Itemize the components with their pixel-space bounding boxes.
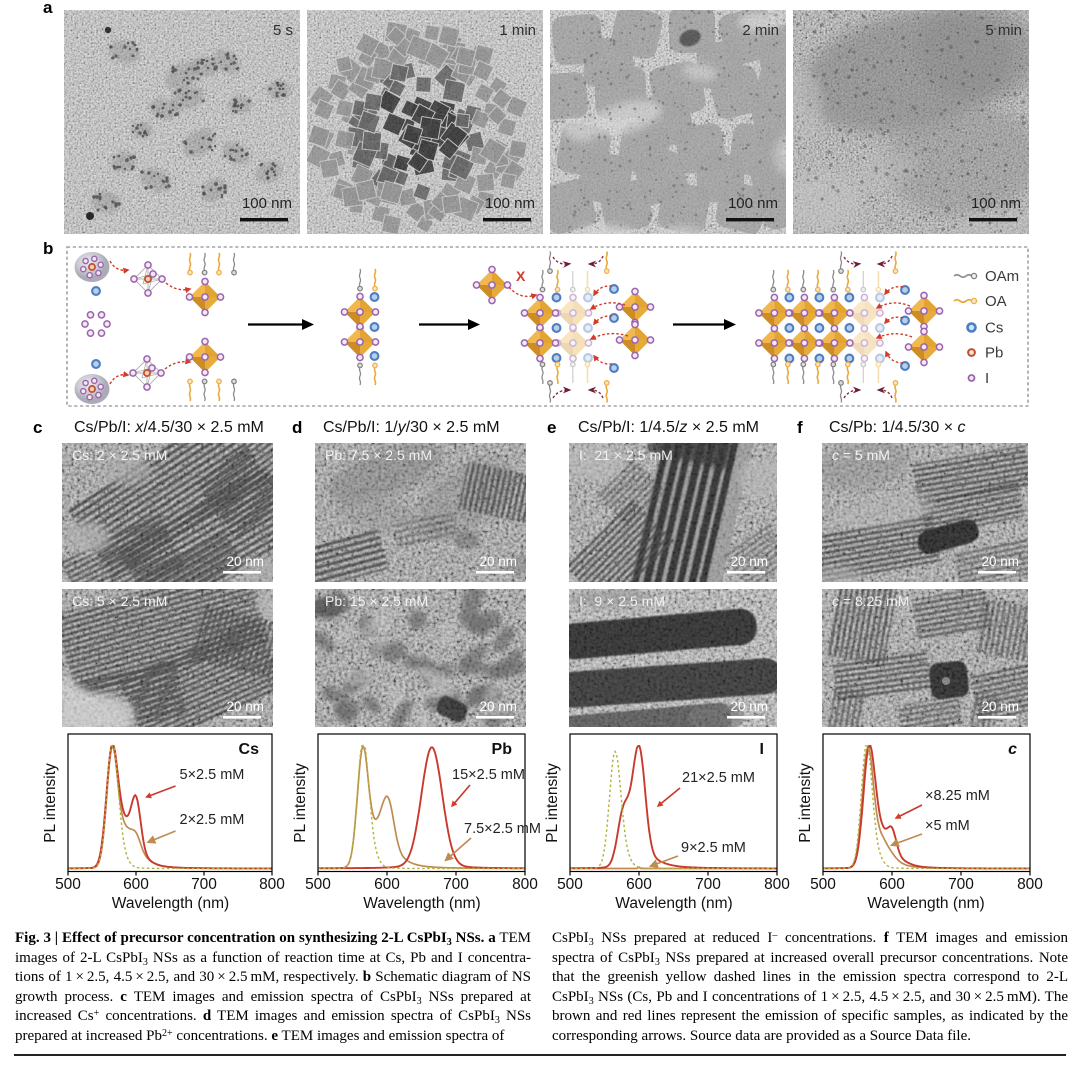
svg-text:5 s: 5 s <box>273 22 293 39</box>
svg-text:c: c <box>1008 741 1017 758</box>
svg-text:500: 500 <box>55 876 81 893</box>
svg-text:×5 mM: ×5 mM <box>925 818 970 834</box>
svg-text:Wavelength (nm): Wavelength (nm) <box>867 895 984 912</box>
svg-text:20 nm: 20 nm <box>981 699 1019 714</box>
svg-text:c = 5 mM: c = 5 mM <box>832 447 890 463</box>
svg-text:20 nm: 20 nm <box>730 699 768 714</box>
svg-text:600: 600 <box>879 876 905 893</box>
svg-text:I: 21 × 2.5 mM: I: 21 × 2.5 mM <box>579 447 673 463</box>
svg-text:PL intensity: PL intensity <box>292 763 309 843</box>
svg-text:×8.25 mM: ×8.25 mM <box>925 788 990 804</box>
svg-text:Wavelength (nm): Wavelength (nm) <box>111 895 228 912</box>
svg-text:500: 500 <box>810 876 836 893</box>
svg-text:100 nm: 100 nm <box>728 195 778 212</box>
svg-text:600: 600 <box>626 876 652 893</box>
svg-text:700: 700 <box>191 876 217 893</box>
svg-text:Cs: 5 × 2.5 mM: Cs: 5 × 2.5 mM <box>72 593 167 609</box>
svg-text:800: 800 <box>764 876 790 893</box>
svg-text:100 nm: 100 nm <box>971 195 1021 212</box>
svg-text:PL intensity: PL intensity <box>42 763 59 843</box>
svg-text:7.5×2.5 mM: 7.5×2.5 mM <box>464 821 541 837</box>
svg-text:PL intensity: PL intensity <box>797 763 814 843</box>
svg-text:100 nm: 100 nm <box>485 195 535 212</box>
svg-text:15×2.5 mM: 15×2.5 mM <box>452 767 525 783</box>
svg-text:1 min: 1 min <box>499 22 536 39</box>
svg-text:I: 9 × 2.5 mM: I: 9 × 2.5 mM <box>579 593 665 609</box>
svg-text:Wavelength (nm): Wavelength (nm) <box>615 895 732 912</box>
svg-text:800: 800 <box>259 876 285 893</box>
svg-text:OAm: OAm <box>985 268 1019 285</box>
svg-text:5×2.5 mM: 5×2.5 mM <box>179 767 244 783</box>
svg-text:Cs: 2 × 2.5 mM: Cs: 2 × 2.5 mM <box>72 447 167 463</box>
svg-text:800: 800 <box>1017 876 1043 893</box>
svg-text:600: 600 <box>374 876 400 893</box>
svg-text:Pb: Pb <box>492 741 513 758</box>
svg-text:20 nm: 20 nm <box>226 699 264 714</box>
svg-text:500: 500 <box>557 876 583 893</box>
svg-text:5 min: 5 min <box>985 22 1022 39</box>
svg-text:20 nm: 20 nm <box>479 554 517 569</box>
svg-text:X: X <box>516 268 526 284</box>
svg-text:Cs: Cs <box>238 741 259 758</box>
svg-text:700: 700 <box>695 876 721 893</box>
svg-text:20 nm: 20 nm <box>730 554 768 569</box>
svg-text:100 nm: 100 nm <box>242 195 292 212</box>
svg-text:500: 500 <box>305 876 331 893</box>
svg-text:2×2.5 mM: 2×2.5 mM <box>179 812 244 828</box>
svg-text:Cs: Cs <box>985 320 1003 337</box>
svg-text:I: I <box>985 370 989 387</box>
svg-text:700: 700 <box>948 876 974 893</box>
svg-text:20 nm: 20 nm <box>226 554 264 569</box>
svg-text:Pb: 7.5 × 2.5 mM: Pb: 7.5 × 2.5 mM <box>325 447 432 463</box>
svg-text:Pb: Pb <box>985 345 1003 362</box>
svg-text:9×2.5 mM: 9×2.5 mM <box>681 840 746 856</box>
svg-text:Pb: 15 × 2.5 mM: Pb: 15 × 2.5 mM <box>325 593 428 609</box>
svg-text:OA: OA <box>985 293 1007 310</box>
svg-text:2 min: 2 min <box>742 22 779 39</box>
svg-text:20 nm: 20 nm <box>981 554 1019 569</box>
svg-text:PL intensity: PL intensity <box>544 763 561 843</box>
svg-text:700: 700 <box>443 876 469 893</box>
svg-text:20 nm: 20 nm <box>479 699 517 714</box>
svg-text:c = 8.25 mM: c = 8.25 mM <box>832 593 909 609</box>
svg-text:21×2.5 mM: 21×2.5 mM <box>682 770 755 786</box>
svg-text:Wavelength (nm): Wavelength (nm) <box>363 895 480 912</box>
svg-text:600: 600 <box>123 876 149 893</box>
svg-text:I: I <box>760 741 764 758</box>
svg-text:800: 800 <box>512 876 538 893</box>
